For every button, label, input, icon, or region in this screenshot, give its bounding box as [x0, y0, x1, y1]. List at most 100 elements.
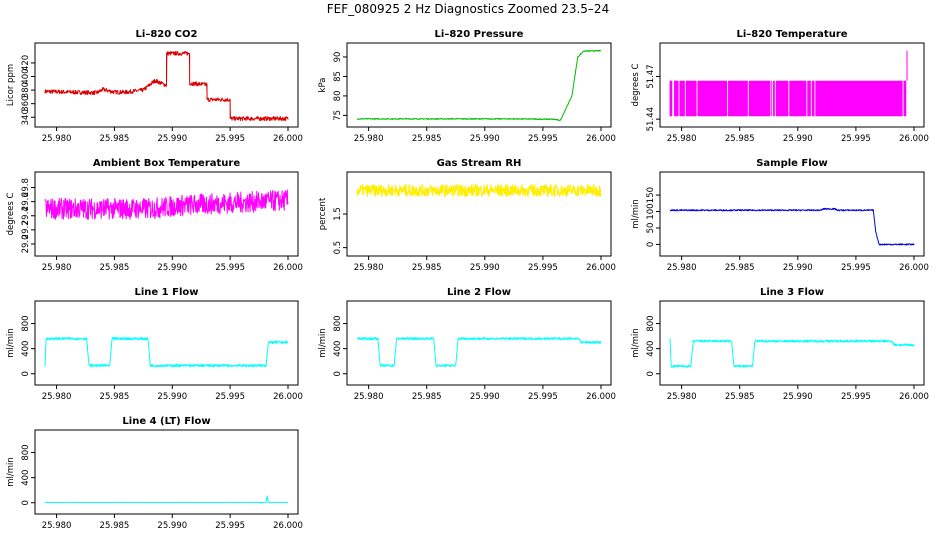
- y-axis-label: ml/min: [318, 328, 328, 358]
- y-axis-label: kPa: [318, 78, 328, 93]
- y-tick-label: 1.5: [333, 207, 343, 221]
- y-axis-label: percent: [318, 197, 328, 230]
- x-tick-label: 25.995: [528, 134, 558, 144]
- x-tick-label: 25.980: [42, 263, 72, 273]
- y-tick-label: 85: [333, 71, 343, 82]
- plot-frame: [34, 429, 299, 515]
- series-band: [669, 80, 907, 117]
- panel-title: Sample Flow: [756, 158, 828, 169]
- plot-frame: [346, 171, 612, 257]
- y-tick-label: 29.8: [21, 178, 31, 197]
- y-axis-label: ml/min: [631, 328, 641, 358]
- plot-frame: [34, 171, 299, 257]
- x-tick-label: 26.000: [899, 392, 929, 402]
- panel-2: Li–820 Pressure 25.980 25.985 25.990 25.995 2…: [318, 29, 616, 144]
- figure-title: FEF_080925 2 Hz Diagnostics Zoomed 23.5–…: [326, 2, 610, 16]
- x-tick-label: 25.990: [470, 263, 500, 273]
- x-tick-label: 25.995: [215, 392, 245, 402]
- x-tick-label: 25.985: [412, 134, 442, 144]
- plot-frame: [34, 300, 299, 386]
- y-tick-label: 51.44: [646, 107, 656, 131]
- y-tick-label: 0: [646, 371, 656, 376]
- x-tick-label: 26.000: [899, 263, 929, 273]
- x-tick-label: 25.980: [354, 134, 384, 144]
- series-line: [356, 183, 602, 198]
- y-tick-label: 400: [646, 341, 656, 357]
- y-axis-label: ml/min: [6, 457, 16, 487]
- x-tick-label: 26.000: [586, 263, 616, 273]
- panel-title: Li–820 Pressure: [435, 29, 524, 40]
- panel-8: Line 2 Flow 25.980 25.985 25.990 25.995 26.00…: [318, 287, 616, 402]
- panel-title: Gas Stream RH: [437, 158, 522, 169]
- y-tick-label: 0: [21, 500, 31, 505]
- y-tick-label: 0: [646, 242, 656, 247]
- x-tick-label: 25.985: [725, 134, 755, 144]
- x-tick-label: 25.980: [42, 392, 72, 402]
- y-tick-label: 0: [333, 371, 343, 376]
- x-tick-label: 25.985: [100, 263, 130, 273]
- x-tick-label: 26.000: [273, 134, 303, 144]
- series-line: [44, 495, 289, 504]
- panel-title: Li–820 CO2: [136, 29, 198, 40]
- x-tick-label: 25.990: [157, 392, 187, 402]
- y-tick-label: 29.0: [21, 234, 31, 253]
- x-tick-label: 26.000: [899, 134, 929, 144]
- y-tick-label: 340: [21, 109, 31, 125]
- x-tick-label: 25.995: [215, 521, 245, 531]
- x-tick-label: 25.995: [528, 263, 558, 273]
- x-tick-label: 26.000: [586, 392, 616, 402]
- panel-title: Li–820 Temperature: [736, 29, 847, 40]
- panel-10: Line 4 (LT) Flow 25.980 25.985 25.990 25.995…: [6, 416, 303, 531]
- y-tick-label: 400: [21, 68, 31, 84]
- panel-5: Gas Stream RH 25.980 25.985 25.990 25.995 26.…: [318, 158, 616, 273]
- y-tick-label: 90: [333, 52, 343, 63]
- x-tick-label: 25.990: [783, 134, 813, 144]
- x-tick-label: 25.990: [157, 263, 187, 273]
- y-tick-label: 29.2: [21, 220, 31, 239]
- y-tick-label: 100: [646, 203, 656, 219]
- panel-1: Li–820 CO2 25.980 25.985 25.990 25.995 26.000…: [6, 29, 303, 144]
- panel-title: Ambient Box Temperature: [93, 158, 240, 169]
- plot-frame: [659, 42, 925, 128]
- y-axis-label: Licor ppm: [6, 64, 16, 106]
- panel-title: Line 2 Flow: [447, 287, 511, 298]
- y-tick-label: 800: [646, 315, 656, 331]
- x-tick-label: 25.985: [412, 392, 442, 402]
- series-line: [669, 207, 915, 246]
- x-tick-label: 25.985: [725, 392, 755, 402]
- y-tick-label: 800: [333, 315, 343, 331]
- series-line: [44, 189, 289, 220]
- panel-7: Line 1 Flow 25.980 25.985 25.990 25.995 26.00…: [6, 287, 303, 402]
- series-line: [356, 49, 602, 122]
- x-tick-label: 25.990: [157, 521, 187, 531]
- y-axis-label: ml/min: [6, 328, 16, 358]
- x-tick-label: 25.980: [354, 263, 384, 273]
- y-tick-label: 29.4: [21, 206, 31, 225]
- x-tick-label: 25.990: [783, 263, 813, 273]
- x-tick-label: 25.990: [783, 392, 813, 402]
- y-tick-label: 800: [21, 444, 31, 460]
- plot-frame: [659, 300, 925, 386]
- y-tick-label: 360: [21, 96, 31, 112]
- panel-title: Line 3 Flow: [760, 287, 824, 298]
- y-tick-label: 400: [333, 341, 343, 357]
- series-line: [44, 51, 289, 122]
- panel-title: Line 1 Flow: [135, 287, 199, 298]
- x-tick-label: 26.000: [273, 392, 303, 402]
- x-tick-label: 25.995: [841, 134, 871, 144]
- y-tick-label: 29.6: [21, 192, 31, 211]
- y-tick-label: 400: [21, 470, 31, 486]
- x-tick-label: 25.990: [157, 134, 187, 144]
- x-tick-label: 25.980: [354, 392, 384, 402]
- panel-3: Li–820 Temperature 25.980 25.985 25.990 25.9…: [631, 29, 929, 144]
- plot-frame: [346, 300, 612, 386]
- y-tick-label: 400: [21, 341, 31, 357]
- y-axis-label: degrees C: [6, 193, 16, 236]
- y-tick-label: 75: [333, 110, 343, 121]
- x-tick-label: 25.995: [841, 263, 871, 273]
- x-tick-label: 26.000: [273, 521, 303, 531]
- y-tick-label: 80: [333, 90, 343, 101]
- y-tick-label: 800: [21, 315, 31, 331]
- plot-frame: [346, 42, 612, 128]
